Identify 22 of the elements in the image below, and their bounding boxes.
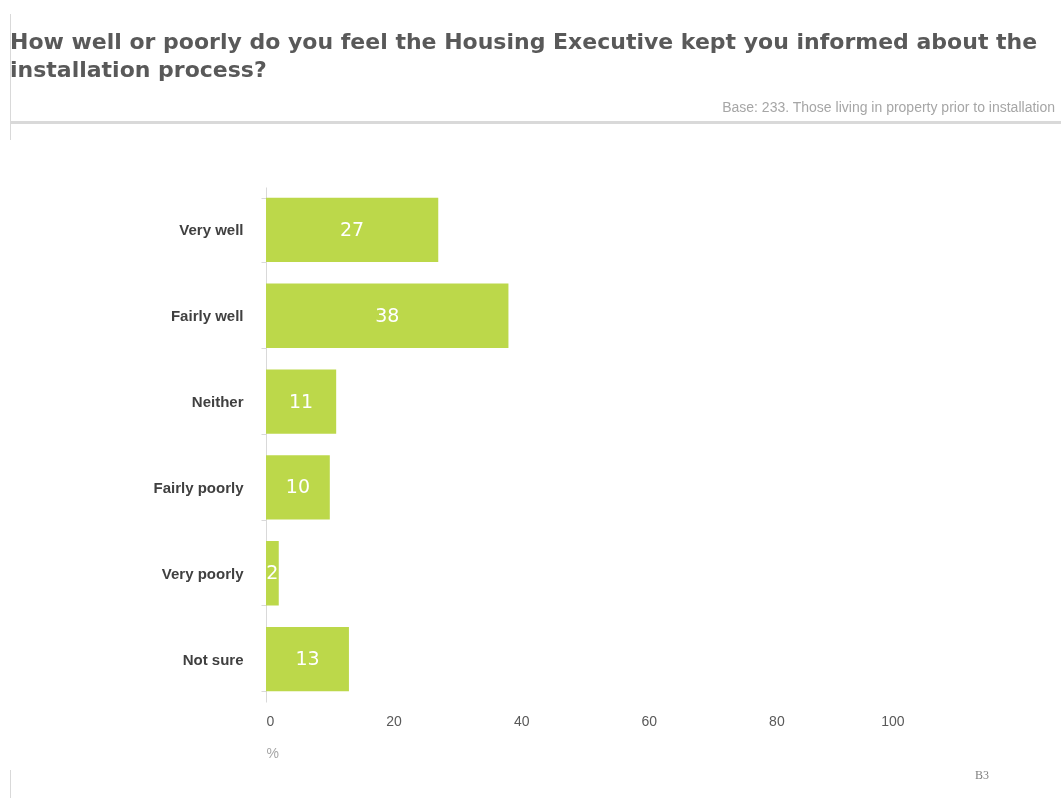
data-label: 10 bbox=[285, 475, 310, 498]
data-label: 2 bbox=[266, 561, 279, 584]
y-tick-label: Fairly poorly bbox=[153, 478, 245, 496]
x-tick-label: 100 bbox=[881, 712, 905, 729]
y-tick-label: Neither bbox=[191, 393, 244, 411]
data-label: 11 bbox=[289, 389, 314, 412]
y-tick-label: Fairly well bbox=[170, 307, 244, 325]
x-tick-label: 60 bbox=[641, 712, 658, 729]
x-axis-title: % bbox=[266, 744, 279, 761]
text: B3 bbox=[975, 768, 990, 783]
y-tick-label: Very well bbox=[179, 221, 244, 239]
x-tick-label: 80 bbox=[769, 712, 785, 729]
x-tick-label: 20 bbox=[386, 712, 403, 729]
y-tick-label: Very poorly bbox=[161, 564, 245, 582]
data-label: 38 bbox=[375, 303, 400, 326]
y-tick-label: Not sure bbox=[182, 650, 244, 668]
chart-subtitle: Base: 233. Those living in property prior to installation bbox=[722, 99, 1055, 115]
data-label: 13 bbox=[295, 647, 320, 670]
data-label: 27 bbox=[340, 217, 365, 240]
chart-title: How well or poorly do you feel the Housing Executive kept you informed about the installation process? bbox=[10, 28, 1039, 84]
x-tick-label: 40 bbox=[513, 712, 530, 729]
x-tick-label: 0 bbox=[266, 712, 275, 729]
